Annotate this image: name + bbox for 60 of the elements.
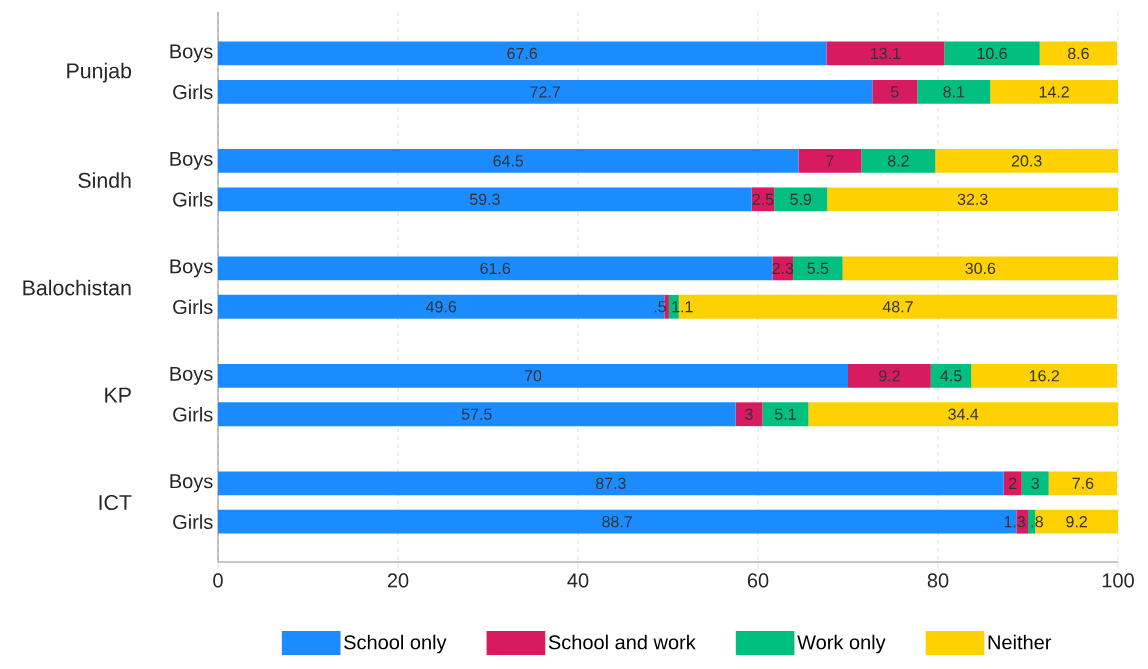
y-tick-label: Boys bbox=[170, 366, 213, 385]
y-tick-label: Girls bbox=[173, 406, 213, 422]
x-tick-label: 60 bbox=[747, 573, 769, 588]
data-label: 3 bbox=[1031, 477, 1039, 489]
y-tick-label: Boys bbox=[170, 259, 213, 278]
x-tick-label: 100 bbox=[1102, 573, 1134, 588]
data-label: 5.5 bbox=[807, 262, 829, 274]
data-label: 30.6 bbox=[965, 262, 996, 274]
data-label: 8.1 bbox=[943, 86, 965, 98]
data-label: 7 bbox=[826, 155, 834, 167]
x-tick-label: 40 bbox=[567, 573, 589, 588]
data-label: 88.7 bbox=[602, 515, 632, 528]
text: ICT bbox=[99, 494, 132, 510]
x-tick-label: 0 bbox=[213, 573, 223, 588]
data-label: 9.2 bbox=[879, 370, 900, 382]
data-label: 7.6 bbox=[1072, 477, 1094, 489]
data-label: 8.6 bbox=[1067, 47, 1089, 59]
data-label: 49.6 bbox=[426, 300, 457, 313]
data-label: 64.5 bbox=[493, 155, 524, 167]
data-label: 57.5 bbox=[461, 408, 492, 420]
y-tick-label: Boys bbox=[170, 151, 213, 170]
y-tick-label: Boys bbox=[170, 44, 213, 63]
data-label: 70 bbox=[524, 370, 542, 382]
data-label: 59.3 bbox=[469, 193, 500, 205]
x-tick-label: 80 bbox=[927, 573, 949, 588]
data-label: 34.4 bbox=[948, 408, 979, 420]
data-label: 20.3 bbox=[1011, 155, 1042, 167]
data-label: 32.3 bbox=[957, 193, 988, 205]
y-tick-label: Girls bbox=[173, 299, 213, 314]
data-label: 2 bbox=[1009, 477, 1017, 489]
text: Sindh bbox=[78, 172, 131, 188]
data-label: 13.1 bbox=[871, 47, 901, 59]
x-tick-label: 20 bbox=[387, 573, 409, 588]
data-label: 3 bbox=[745, 408, 753, 420]
data-label: 67.6 bbox=[507, 47, 538, 59]
data-label: 87.3 bbox=[595, 477, 626, 489]
y-tick-label: Girls bbox=[173, 191, 213, 207]
data-label: 10.6 bbox=[977, 47, 1007, 59]
data-label: 72.7 bbox=[530, 86, 560, 98]
legend-label: Work only bbox=[797, 634, 886, 654]
data-label: 9.2 bbox=[1066, 515, 1087, 528]
text: Punjab bbox=[67, 62, 132, 83]
data-label: 2.5 bbox=[752, 193, 774, 205]
legend-label: School and work bbox=[548, 634, 696, 650]
data-label: 8.2 bbox=[887, 155, 909, 167]
data-label: 4.5 bbox=[940, 370, 962, 382]
data-label: 5.9 bbox=[790, 193, 812, 205]
data-label: 48.7 bbox=[882, 300, 913, 313]
legend-label: Neither bbox=[988, 634, 1052, 650]
data-label: 5 bbox=[891, 86, 899, 98]
data-label: 61.6 bbox=[480, 262, 511, 274]
data-label: 14.2 bbox=[1039, 86, 1069, 98]
text: KP bbox=[105, 387, 131, 403]
text: Balochistan bbox=[23, 279, 131, 296]
legend-label: School only bbox=[344, 634, 447, 654]
y-tick-label: Girls bbox=[173, 514, 213, 529]
y-tick-label: Girls bbox=[173, 84, 213, 100]
data-label: 16.2 bbox=[1029, 370, 1059, 382]
y-tick-label: Boys bbox=[170, 474, 213, 493]
data-label: 5.1 bbox=[774, 408, 796, 420]
